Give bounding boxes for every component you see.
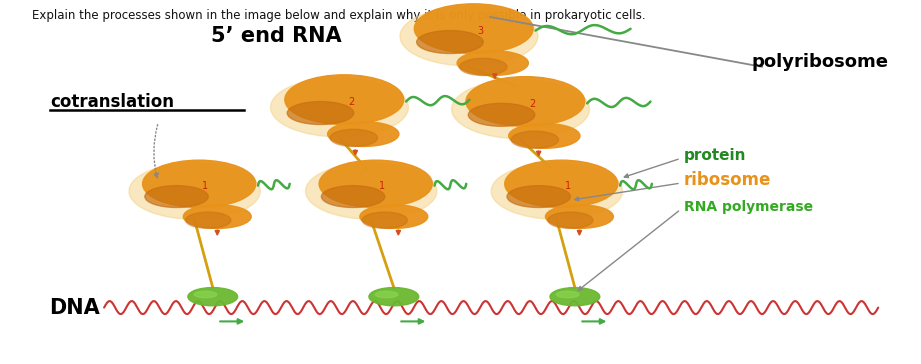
Ellipse shape xyxy=(306,163,437,219)
Ellipse shape xyxy=(548,212,593,229)
Text: polyribosome: polyribosome xyxy=(752,53,889,71)
Ellipse shape xyxy=(129,163,261,219)
Text: 3: 3 xyxy=(477,26,484,36)
Text: 2: 2 xyxy=(348,97,354,107)
Ellipse shape xyxy=(328,122,399,146)
Ellipse shape xyxy=(188,288,238,306)
Ellipse shape xyxy=(320,160,432,207)
Ellipse shape xyxy=(460,58,507,75)
Ellipse shape xyxy=(271,78,408,137)
Ellipse shape xyxy=(508,123,580,148)
Ellipse shape xyxy=(457,51,529,75)
Ellipse shape xyxy=(466,77,585,126)
Ellipse shape xyxy=(145,186,208,207)
Text: protein: protein xyxy=(683,148,746,163)
Ellipse shape xyxy=(362,212,407,229)
Ellipse shape xyxy=(414,4,533,54)
Ellipse shape xyxy=(451,79,589,139)
Ellipse shape xyxy=(550,288,600,306)
Ellipse shape xyxy=(194,291,216,298)
Ellipse shape xyxy=(143,160,256,207)
Ellipse shape xyxy=(369,288,419,306)
Text: cotranslation: cotranslation xyxy=(50,93,174,111)
Ellipse shape xyxy=(186,212,231,229)
Ellipse shape xyxy=(183,205,251,229)
Ellipse shape xyxy=(321,186,385,207)
Ellipse shape xyxy=(416,31,484,54)
Text: DNA: DNA xyxy=(49,298,99,317)
Ellipse shape xyxy=(507,186,570,207)
Text: 1: 1 xyxy=(203,181,208,191)
Text: 2: 2 xyxy=(529,99,535,109)
Text: ribosome: ribosome xyxy=(683,171,771,189)
Ellipse shape xyxy=(505,160,618,207)
Ellipse shape xyxy=(468,103,535,126)
Ellipse shape xyxy=(375,291,398,298)
Ellipse shape xyxy=(330,129,378,146)
Ellipse shape xyxy=(511,131,559,148)
Text: Explain the processes shown in the image below and explain why it is only possib: Explain the processes shown in the image… xyxy=(31,9,646,22)
Text: 1: 1 xyxy=(565,181,571,191)
Ellipse shape xyxy=(400,7,538,66)
Ellipse shape xyxy=(556,291,579,298)
Text: 1: 1 xyxy=(379,181,385,191)
Ellipse shape xyxy=(491,163,623,219)
Ellipse shape xyxy=(287,102,354,124)
Text: RNA polymerase: RNA polymerase xyxy=(683,200,812,214)
Ellipse shape xyxy=(545,205,613,229)
Text: 5’ end RNA: 5’ end RNA xyxy=(211,27,342,46)
Ellipse shape xyxy=(285,75,403,124)
Ellipse shape xyxy=(360,205,427,229)
